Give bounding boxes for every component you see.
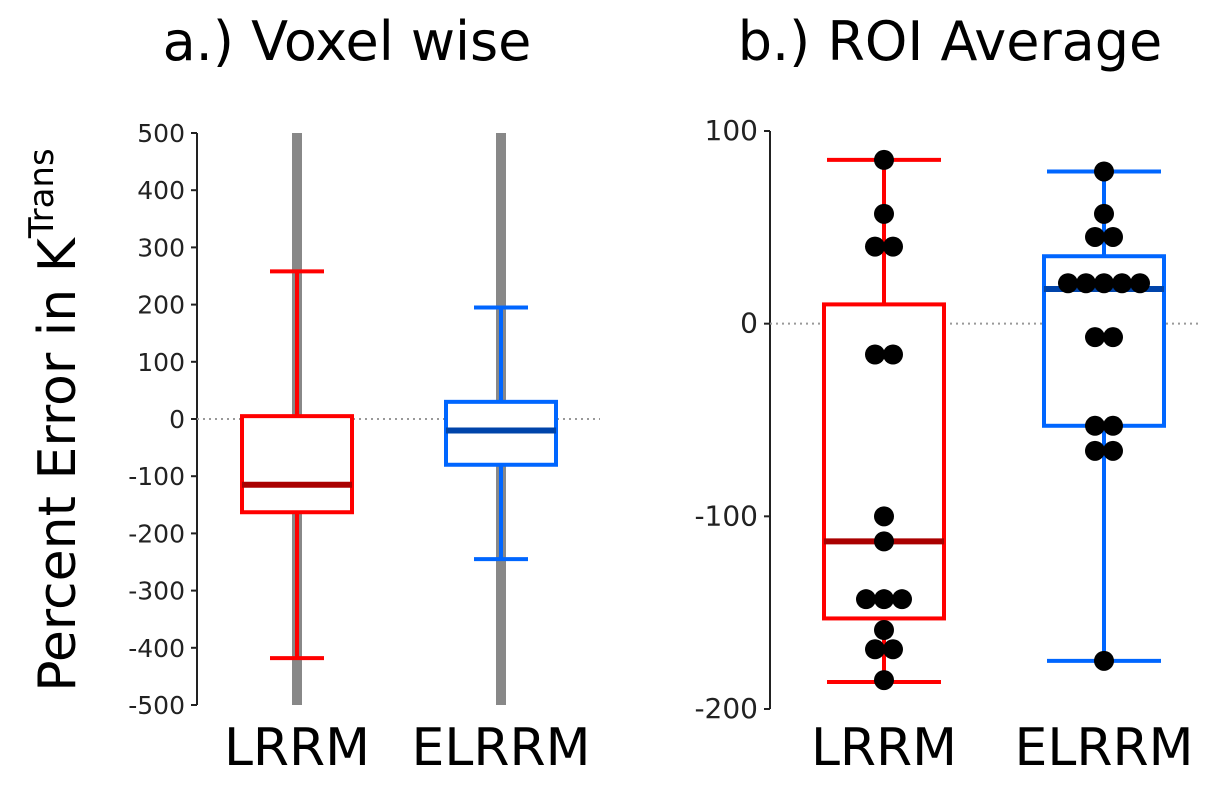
data-point <box>1094 650 1114 671</box>
panel-b-plot: 100 0 -100 -200 LRRM ELRRM <box>694 114 1200 778</box>
data-point <box>1103 415 1123 436</box>
data-point <box>874 620 894 641</box>
data-point <box>1076 273 1096 294</box>
y-tick-label: -100 <box>128 462 185 491</box>
data-point <box>874 531 894 552</box>
data-point <box>883 639 903 660</box>
data-point <box>1085 440 1105 461</box>
y-tick-label: 0 <box>740 307 758 340</box>
data-point <box>1103 440 1123 461</box>
box-lrrm <box>240 414 354 515</box>
y-tick-label: -500 <box>128 691 185 720</box>
y-axis-label-superscript: Trans <box>22 148 62 239</box>
data-point <box>874 149 894 170</box>
x-tick-label: LRRM <box>811 718 957 778</box>
panel-b: b.) ROI Average 100 0 -100 -200 LRRM ELRRM <box>694 10 1200 778</box>
data-point <box>1094 161 1114 182</box>
y-tick-label: 0 <box>169 405 185 434</box>
y-tick-label: -100 <box>694 499 758 532</box>
data-point <box>892 589 912 610</box>
y-tick-label: 200 <box>137 291 185 320</box>
data-point <box>874 506 894 527</box>
y-tick-label: -200 <box>694 692 758 725</box>
panel-a-plot: 500 400 300 200 100 0 -100 -200 -300 -400 -500 LRRM… <box>128 119 600 778</box>
y-tick-label: 300 <box>137 233 185 262</box>
y-tick-label: 100 <box>705 114 758 147</box>
data-point <box>874 203 894 224</box>
x-tick-label: LRRM <box>224 718 370 778</box>
data-point <box>874 589 894 610</box>
y-axis-label-main: Percent Error in K <box>28 236 88 691</box>
data-point <box>1130 273 1150 294</box>
data-point <box>883 344 903 365</box>
data-point <box>865 639 885 660</box>
data-point <box>883 236 903 257</box>
data-point <box>1094 203 1114 224</box>
y-tick-label: -400 <box>128 634 185 663</box>
data-point <box>1103 327 1123 348</box>
y-tick-label: 500 <box>137 119 185 148</box>
data-point <box>856 589 876 610</box>
y-tick-label: -300 <box>128 577 185 606</box>
x-tick-label: ELRRM <box>1015 718 1194 778</box>
data-point <box>1085 226 1105 247</box>
y-tick-label: 100 <box>137 348 185 377</box>
data-point <box>1085 327 1105 348</box>
data-point <box>1103 226 1123 247</box>
data-point <box>865 344 885 365</box>
panel-a: a.) Voxel wise 500 400 300 200 100 0 -100 -200 -… <box>128 10 600 778</box>
y-axis-label: Percent Error in KTrans <box>22 148 88 691</box>
data-point <box>1094 273 1114 294</box>
y-tick-label: -200 <box>128 519 185 548</box>
panel-a-title: a.) Voxel wise <box>163 10 532 73</box>
data-point <box>1112 273 1132 294</box>
data-point <box>1058 273 1078 294</box>
y-tick-label: 400 <box>137 176 185 205</box>
data-point <box>874 670 894 691</box>
data-point <box>1085 415 1105 436</box>
x-tick-label: ELRRM <box>412 718 591 778</box>
panel-b-title: b.) ROI Average <box>738 10 1163 73</box>
data-point <box>865 236 885 257</box>
